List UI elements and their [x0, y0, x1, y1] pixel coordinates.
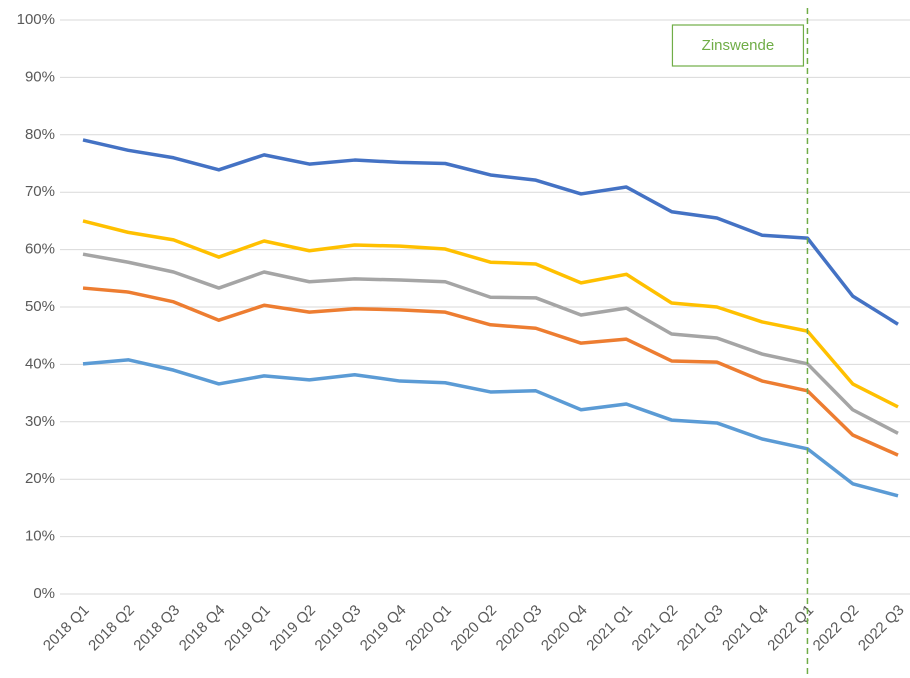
y-tick-label: 40% [25, 355, 55, 372]
x-tick-label: 2021 Q3 [674, 602, 727, 655]
x-tick-label: 2019 Q2 [266, 602, 319, 655]
x-tick-label: 2022 Q3 [855, 602, 908, 655]
annotation-text: Zinswende [702, 37, 775, 54]
annotation-box [671, 24, 805, 67]
y-tick-label: 30% [25, 413, 55, 430]
series-line [82, 252, 899, 435]
x-tick-label: 2018 Q2 [85, 602, 138, 655]
series-line [82, 358, 899, 498]
x-tick-label: 2021 Q2 [629, 602, 682, 655]
y-tick-label: 0% [33, 585, 55, 602]
x-tick-label: 2021 Q1 [583, 602, 636, 655]
series-line [82, 219, 899, 409]
x-tick-label: 2022 Q2 [810, 602, 863, 655]
x-tick-label: 2019 Q4 [357, 602, 410, 655]
x-tick-label: 2019 Q1 [221, 602, 274, 655]
x-tick-label: 2019 Q3 [312, 602, 365, 655]
x-tick-label: 2020 Q4 [538, 602, 591, 655]
y-tick-label: 20% [25, 470, 55, 487]
x-tick-label: 2020 Q3 [493, 602, 546, 655]
x-tick-label: 2018 Q3 [130, 602, 183, 655]
y-tick-label: 80% [25, 126, 55, 143]
y-tick-label: 50% [25, 298, 55, 315]
y-tick-label: 100% [17, 11, 55, 28]
y-tick-label: 90% [25, 68, 55, 85]
x-tick-label: 2021 Q4 [719, 602, 772, 655]
y-tick-label: 10% [25, 528, 55, 545]
series-line [82, 138, 899, 326]
series-line [82, 286, 899, 457]
x-tick-label: 2018 Q1 [40, 602, 93, 655]
x-tick-label: 2020 Q1 [402, 602, 455, 655]
x-tick-label: 2018 Q4 [176, 602, 229, 655]
y-tick-label: 60% [25, 241, 55, 258]
x-tick-label: 2022 Q1 [764, 602, 817, 655]
y-tick-label: 70% [25, 183, 55, 200]
x-tick-label: 2020 Q2 [447, 602, 500, 655]
